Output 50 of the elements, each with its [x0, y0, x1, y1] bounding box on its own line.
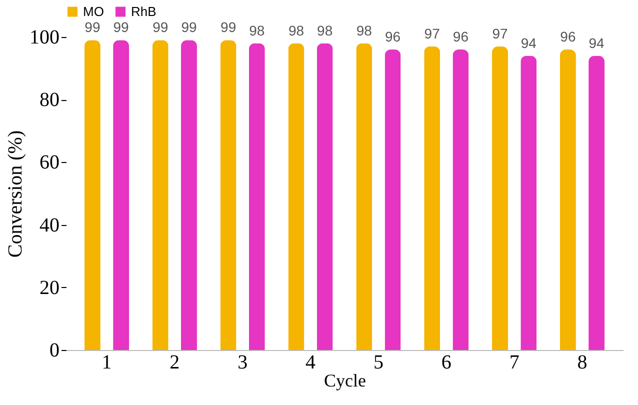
bar [316, 43, 333, 350]
bar [356, 43, 372, 350]
data-label: 96 [384, 28, 401, 45]
bar [180, 40, 197, 350]
bar [113, 40, 130, 350]
x-tick-label: 1 [102, 352, 112, 374]
data-label: 98 [356, 22, 372, 38]
bar [560, 50, 576, 350]
y-tick-label: 60 [40, 152, 60, 174]
legend-label: RhB [131, 4, 156, 19]
bar [384, 50, 401, 350]
x-tick-label: 3 [238, 352, 248, 374]
y-tick-label: 80 [40, 89, 60, 112]
data-label: 97 [492, 25, 508, 42]
y-axis-title: Conversion (%) [4, 130, 26, 258]
x-tick-label: 8 [577, 352, 588, 374]
data-label: 96 [560, 28, 576, 45]
bar [248, 43, 265, 350]
bar [152, 40, 168, 350]
x-axis-title: Cycle [324, 370, 366, 390]
data-label: 94 [520, 34, 537, 51]
bar [452, 50, 469, 350]
y-tick-label: 100 [30, 26, 60, 48]
x-tick-label: 7 [509, 352, 520, 374]
x-tick-label: 2 [170, 352, 180, 374]
data-label: 98 [288, 22, 304, 38]
data-label: 96 [452, 28, 469, 45]
bar [424, 46, 440, 350]
data-label: 94 [588, 34, 605, 51]
x-tick-label: 5 [373, 352, 384, 374]
bar [588, 56, 605, 350]
legend-label: MO [83, 4, 104, 19]
bar [520, 56, 537, 350]
data-label: 98 [317, 22, 333, 38]
data-label: 97 [424, 25, 440, 42]
y-tick-label: 40 [40, 214, 60, 236]
bar [492, 46, 508, 350]
y-tick-label: 20 [40, 276, 60, 299]
data-label: 99 [84, 19, 100, 36]
bar [84, 40, 100, 350]
data-label: 99 [220, 19, 236, 36]
bar [220, 40, 236, 350]
x-tick-label: 4 [306, 352, 316, 374]
x-tick-label: 6 [441, 352, 452, 374]
data-label: 99 [181, 19, 197, 36]
data-label: 99 [152, 19, 168, 36]
bar [288, 43, 304, 350]
y-tick-label: 0 [50, 340, 60, 362]
data-label: 99 [113, 19, 130, 36]
data-label: 98 [249, 22, 265, 38]
